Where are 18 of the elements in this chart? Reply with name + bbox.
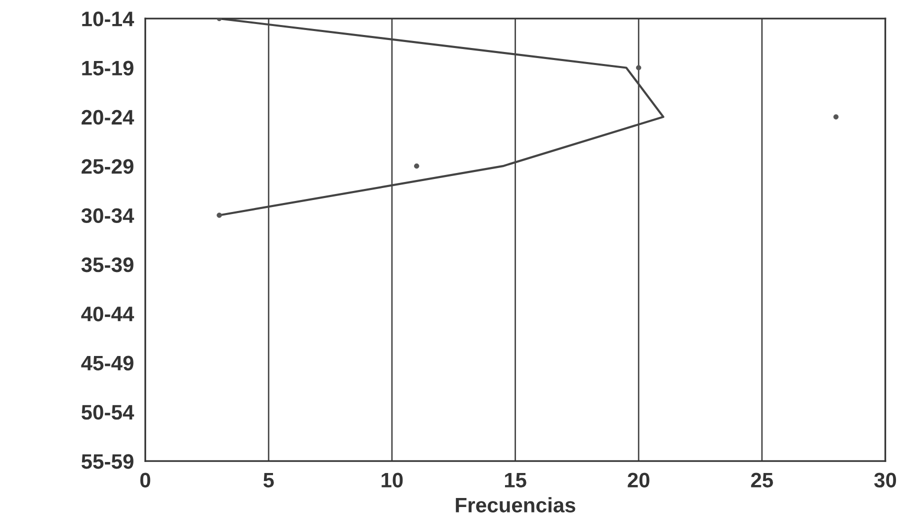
y-tick-label: 15-19	[82, 60, 134, 76]
x-tick-label: 30	[874, 472, 896, 488]
y-tick-label: 35-39	[81, 257, 134, 272]
y-tick-label: 40-44	[81, 306, 134, 322]
x-tick-label: 25	[751, 472, 773, 488]
y-tick-label: 20-24	[82, 110, 134, 125]
y-tick-label: 45-49	[81, 356, 134, 371]
x-tick-label: 10	[382, 472, 403, 488]
y-tick-label: 25-29	[82, 159, 134, 174]
x-tick-label: 15	[505, 472, 526, 488]
x-tick-label: 0	[140, 472, 150, 488]
x-axis-title: Frecuencias	[456, 497, 576, 512]
x-tick-label: 5	[263, 472, 274, 488]
y-tick-label: 10-14	[82, 12, 134, 26]
x-tick-label: 20	[628, 472, 650, 488]
y-tick-label: 50-54	[82, 404, 134, 420]
y-tick-label: 55-59	[82, 454, 134, 469]
y-tick-label: 30-34	[81, 208, 134, 224]
